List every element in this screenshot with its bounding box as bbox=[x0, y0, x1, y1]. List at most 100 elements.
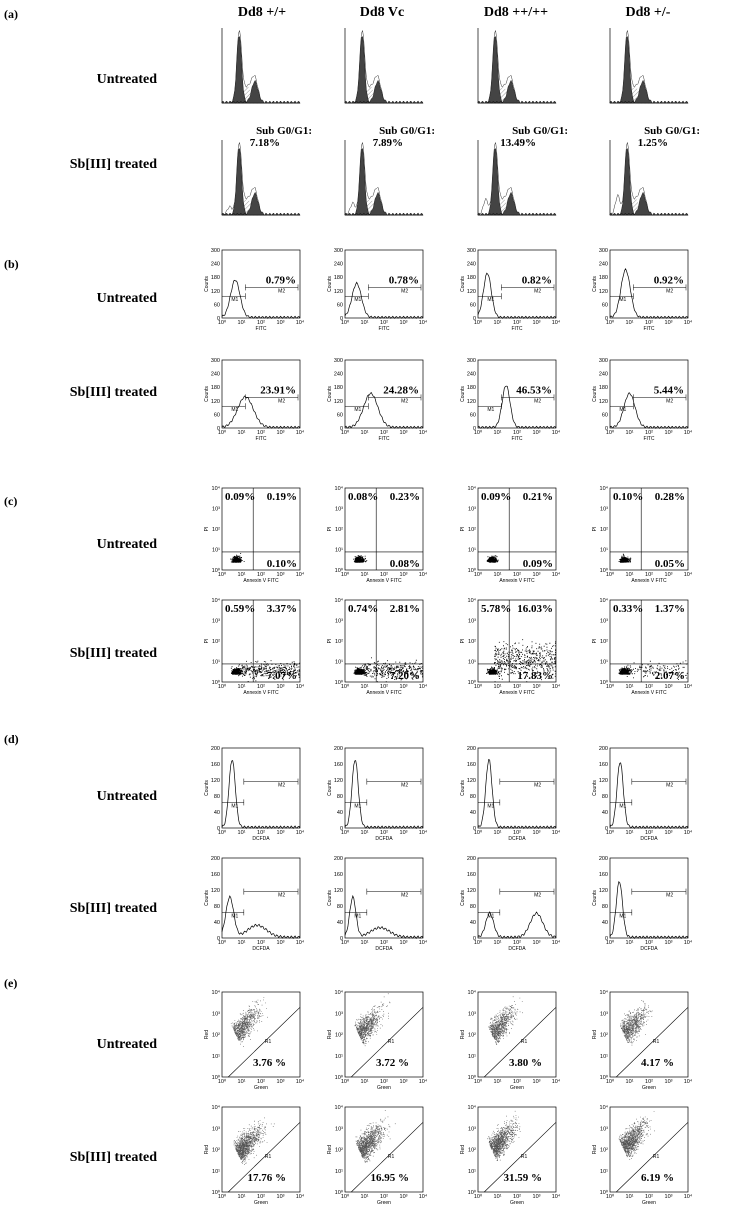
x-tick-label: 10³ bbox=[277, 684, 285, 690]
x-tick-label: 10³ bbox=[277, 1079, 285, 1085]
x-tick-label: 10⁰ bbox=[218, 571, 227, 578]
y-tick-label: 40 bbox=[602, 920, 608, 926]
x-tick-label: 10¹ bbox=[494, 684, 502, 690]
x-tick-label: 10¹ bbox=[494, 830, 502, 836]
plot-frame bbox=[477, 599, 557, 683]
row-label: Sb[III] treated bbox=[70, 646, 157, 661]
x-tick-label: 10¹ bbox=[361, 1079, 369, 1085]
y-axis-title: Red bbox=[460, 1030, 466, 1039]
y-tick-label: 10⁰ bbox=[212, 679, 221, 686]
x-tick-label: 10⁰ bbox=[474, 429, 483, 436]
y-tick-label: 40 bbox=[337, 810, 343, 816]
y-tick-label: 0 bbox=[473, 826, 476, 832]
plot bbox=[344, 140, 424, 216]
x-tick-label: 10⁴ bbox=[419, 829, 428, 836]
y-tick-label: 10¹ bbox=[212, 1054, 220, 1060]
y-tick-label: 60 bbox=[602, 302, 608, 308]
plot bbox=[609, 747, 689, 830]
y-tick-label: 10² bbox=[335, 1148, 343, 1154]
plot bbox=[477, 359, 557, 429]
x-tick-label: 10¹ bbox=[361, 430, 369, 436]
y-tick-label: 10¹ bbox=[335, 548, 343, 554]
histogram bbox=[477, 272, 557, 319]
x-tick-label: 10¹ bbox=[238, 684, 246, 690]
x-tick-label: 10³ bbox=[400, 1079, 408, 1085]
outline bbox=[221, 29, 301, 104]
y-tick-label: 80 bbox=[214, 904, 220, 910]
gate-m1 bbox=[610, 909, 633, 916]
y-tick-label: 10² bbox=[335, 639, 343, 645]
x-tick-label: 10⁰ bbox=[218, 1078, 227, 1085]
gate-m2 bbox=[366, 778, 422, 785]
gate-label: R1 bbox=[265, 1039, 272, 1045]
x-tick-label: 10⁴ bbox=[552, 1078, 561, 1085]
x-tick-label: 10² bbox=[380, 1079, 388, 1085]
x-tick-label: 10¹ bbox=[238, 320, 246, 326]
plot bbox=[609, 28, 689, 104]
y-tick-label: 10² bbox=[212, 1033, 220, 1039]
y-tick-label: 40 bbox=[470, 920, 476, 926]
gate-m1 bbox=[610, 293, 634, 300]
y-axis-title: PI bbox=[204, 639, 210, 644]
y-tick-label: 10³ bbox=[212, 1126, 220, 1132]
y-axis-title: Red bbox=[204, 1030, 210, 1039]
x-tick-label: 10⁰ bbox=[218, 319, 227, 326]
percentage: 7.07% bbox=[267, 670, 297, 682]
y-tick-label: 180 bbox=[467, 275, 476, 281]
y-tick-label: 10¹ bbox=[212, 548, 220, 554]
plot bbox=[221, 140, 301, 216]
y-tick-label: 120 bbox=[467, 778, 476, 784]
gate-m1 bbox=[610, 799, 633, 806]
x-tick-label: 10¹ bbox=[361, 830, 369, 836]
sub-g0-caption: Sub G0/G1: bbox=[512, 125, 568, 137]
x-tick-label: 10⁴ bbox=[419, 319, 428, 326]
y-tick-label: 10⁰ bbox=[468, 567, 477, 574]
x-axis-title: Annexin V FITC bbox=[499, 690, 535, 696]
plot bbox=[609, 991, 689, 1078]
y-tick-label: 10⁴ bbox=[335, 989, 344, 996]
y-axis-title: Red bbox=[204, 1145, 210, 1154]
x-tick-label: 10² bbox=[513, 830, 521, 836]
x-tick-label: 10⁴ bbox=[684, 683, 693, 690]
y-tick-label: 120 bbox=[467, 888, 476, 894]
gate-m2 bbox=[631, 888, 687, 895]
scatter-points bbox=[618, 660, 688, 680]
x-axis-title: DCFDA bbox=[640, 836, 658, 842]
percentage: 5.78% bbox=[481, 603, 511, 615]
x-tick-label: 10² bbox=[257, 430, 265, 436]
x-tick-label: 10⁴ bbox=[552, 571, 561, 578]
x-axis-title: FITC bbox=[378, 436, 389, 442]
x-tick-label: 10⁴ bbox=[684, 829, 693, 836]
y-tick-label: 160 bbox=[334, 762, 343, 768]
y-tick-label: 10² bbox=[600, 639, 608, 645]
x-tick-label: 10² bbox=[380, 940, 388, 946]
y-axis-title: Counts bbox=[204, 276, 210, 292]
plot bbox=[609, 599, 689, 683]
plot-frame bbox=[344, 359, 424, 429]
y-tick-label: 180 bbox=[599, 385, 608, 391]
gate-label: M2 bbox=[278, 893, 285, 899]
x-axis-title: Annexin V FITC bbox=[499, 578, 535, 584]
x-tick-label: 10⁰ bbox=[606, 939, 615, 946]
gate-label: M1 bbox=[231, 803, 238, 809]
y-tick-label: 0 bbox=[217, 936, 220, 942]
x-tick-label: 10⁰ bbox=[474, 319, 483, 326]
gate-m2 bbox=[368, 284, 422, 291]
x-tick-label: 10³ bbox=[277, 1194, 285, 1200]
y-tick-label: 60 bbox=[470, 412, 476, 418]
gate-label: M2 bbox=[666, 893, 673, 899]
y-tick-label: 0 bbox=[473, 936, 476, 942]
gate-label: M2 bbox=[534, 783, 541, 789]
x-tick-label: 10² bbox=[380, 572, 388, 578]
y-tick-label: 10⁴ bbox=[468, 1104, 477, 1111]
y-tick-label: 200 bbox=[599, 856, 608, 862]
x-tick-label: 10⁰ bbox=[474, 939, 483, 946]
gate-label: M2 bbox=[666, 783, 673, 789]
x-tick-label: 10¹ bbox=[626, 430, 634, 436]
x-tick-label: 10⁰ bbox=[341, 429, 350, 436]
scatter-points bbox=[618, 553, 632, 563]
histogram bbox=[221, 279, 301, 319]
sub-g0-value: 13.49% bbox=[500, 137, 536, 149]
gate-diagonal bbox=[228, 1122, 301, 1193]
x-tick-label: 10² bbox=[645, 572, 653, 578]
